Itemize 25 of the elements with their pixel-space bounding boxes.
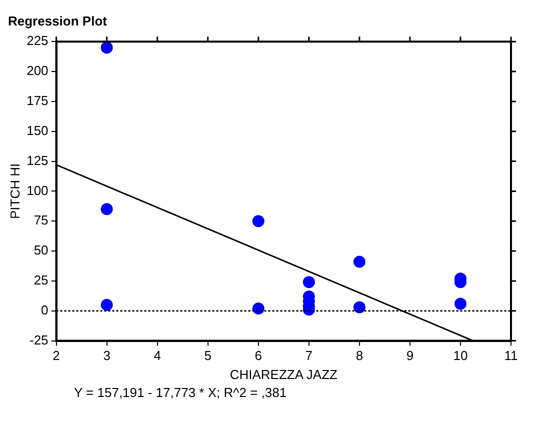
x-tick-label: 8 xyxy=(356,348,364,364)
y-tick-label: 150 xyxy=(26,122,48,138)
x-tick-label: 6 xyxy=(254,348,262,364)
y-axis-title: PITCH HI xyxy=(7,163,22,220)
y-tick-label: 175 xyxy=(26,93,48,108)
chart-title: Regression Plot xyxy=(8,13,108,28)
y-tick-label: -25 xyxy=(29,332,48,348)
x-tick-label: 11 xyxy=(504,348,518,364)
text: Y = 157,191 - 17,773 * X; R^2 = ,381 xyxy=(74,385,288,400)
y-tick-label: 225 xyxy=(26,33,48,48)
y-tick-label: 125 xyxy=(26,152,48,168)
x-tick-label: 3 xyxy=(103,348,110,364)
y-tick-label: 100 xyxy=(26,182,48,198)
x-tick-label: 10 xyxy=(453,348,468,364)
y-tick-label: 200 xyxy=(26,63,48,78)
x-tick-label: 7 xyxy=(305,348,313,364)
x-tick-label: 9 xyxy=(406,348,414,364)
x-tick-label: 2 xyxy=(52,348,60,364)
x-tick-label: 5 xyxy=(204,348,212,364)
y-tick-label: 75 xyxy=(34,212,48,228)
y-tick-label: 25 xyxy=(34,272,48,288)
x-axis-title: CHIAREZZA JAZZ xyxy=(230,366,338,382)
y-tick-label: 0 xyxy=(41,302,48,318)
y-tick-label: 50 xyxy=(34,242,48,258)
x-tick-label: 4 xyxy=(154,348,161,364)
